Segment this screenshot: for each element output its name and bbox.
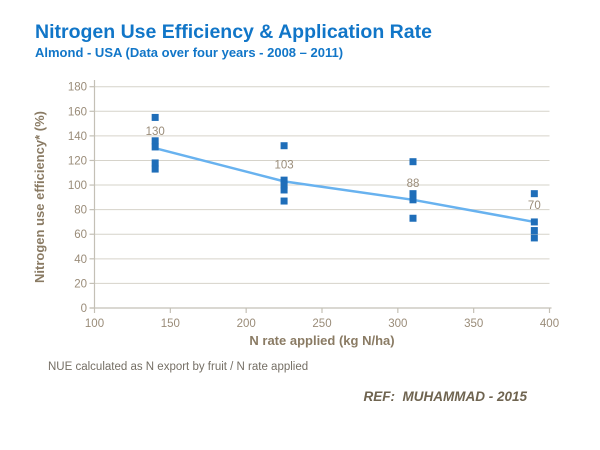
data-point: [151, 159, 159, 167]
y-tick-label: 80: [74, 205, 87, 217]
mean-value-label: 70: [528, 200, 541, 212]
data-point: [151, 113, 159, 121]
x-axis-title: N rate applied (kg N/ha): [249, 333, 394, 348]
x-tick-label: 250: [312, 318, 331, 330]
y-tick-label: 140: [68, 131, 87, 143]
data-point: [280, 197, 288, 205]
chart-header: Nitrogen Use Efficiency & Application Ra…: [35, 21, 432, 60]
x-tick-label: 150: [161, 318, 180, 330]
y-tick-label: 20: [74, 278, 87, 290]
page-title: Nitrogen Use Efficiency & Application Ra…: [35, 21, 432, 43]
data-point: [151, 137, 159, 145]
x-tick-label: 200: [237, 318, 256, 330]
data-point: [151, 165, 159, 173]
y-tick-label: 160: [68, 106, 87, 118]
chart-footnote: NUE calculated as N export by fruit / N …: [48, 361, 309, 373]
data-point: [280, 181, 288, 189]
data-point: [151, 143, 159, 151]
data-point: [409, 190, 417, 198]
data-point: [409, 214, 417, 222]
y-tick-label: 180: [68, 82, 87, 94]
mean-value-label: 88: [407, 178, 420, 190]
data-point: [409, 158, 417, 166]
data-point: [280, 176, 288, 184]
y-tick-label: 40: [74, 254, 87, 266]
y-tick-label: 120: [68, 155, 87, 167]
x-tick-label: 350: [464, 318, 483, 330]
y-tick-label: 0: [81, 303, 87, 315]
data-point: [280, 142, 288, 150]
reference-citation: REF: MUHAMMAD - 2015: [363, 389, 527, 404]
trend-line: [154, 146, 535, 224]
mean-value-label: 103: [274, 159, 293, 171]
data-point: [530, 218, 538, 226]
data-point: [530, 227, 538, 235]
x-tick-label: 100: [85, 318, 104, 330]
page-subtitle: Almond - USA (Data over four years - 200…: [35, 45, 344, 60]
y-tick-label: 100: [68, 180, 87, 192]
data-point: [409, 196, 417, 204]
mean-value-label: 130: [146, 126, 165, 138]
y-tick-label: 60: [74, 229, 87, 241]
x-tick-label: 300: [388, 318, 407, 330]
x-tick-label: 400: [540, 318, 559, 330]
data-point: [280, 186, 288, 194]
y-axis-title: Nitrogen use efficiency* (%): [32, 111, 47, 283]
data-point: [530, 234, 538, 242]
scatter-chart: 0 20 40 60 80 100 120 140 160 180 100 150 200 250 300 3…: [32, 80, 559, 348]
data-point: [530, 190, 538, 198]
